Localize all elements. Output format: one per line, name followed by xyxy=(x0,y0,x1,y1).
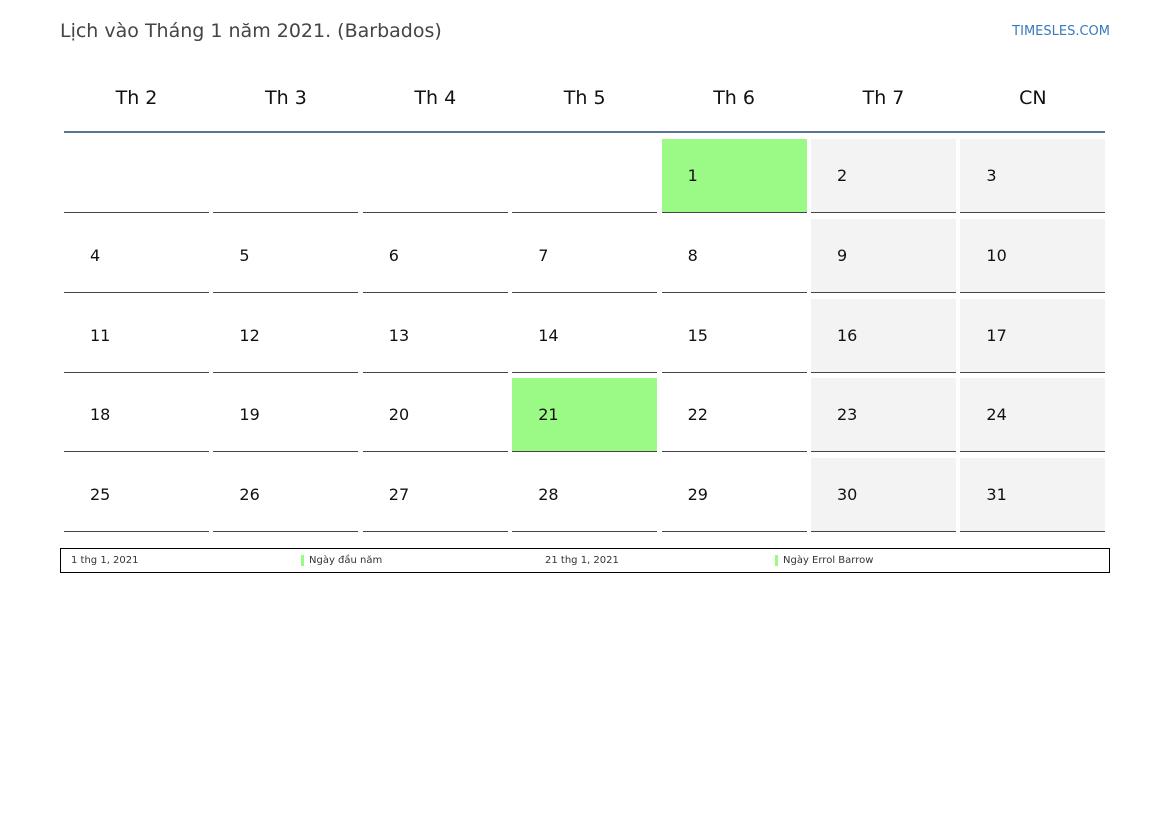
day-cell: 13 xyxy=(362,299,508,373)
day-number: 18 xyxy=(90,405,111,425)
legend: 1 thg 1, 2021 Ngày đầu năm 21 thg 1, 2021 N… xyxy=(60,548,1110,573)
day-cell: 31 xyxy=(960,458,1106,533)
weekday: Th 3 xyxy=(265,87,307,109)
day-cell xyxy=(512,139,658,213)
day-cell: 4 xyxy=(64,219,209,293)
day-cell: 24 xyxy=(960,378,1106,453)
day-cell: 17 xyxy=(960,298,1106,373)
holiday-color xyxy=(775,555,778,566)
day-number: 3 xyxy=(986,166,997,185)
day-cell: 19 xyxy=(213,378,359,453)
day-cell: 23 xyxy=(811,378,956,453)
day-number: 20 xyxy=(388,405,410,425)
day-cell: 27 xyxy=(362,458,508,533)
weekday: Th 2 xyxy=(115,87,158,109)
day-number: 21 xyxy=(538,405,559,425)
day-cell: 22 xyxy=(661,378,807,453)
header-rule xyxy=(64,131,1105,133)
day-number: 5 xyxy=(239,245,250,265)
day-number: 23 xyxy=(837,405,858,425)
day-cell xyxy=(64,139,209,213)
day-cell: 2 xyxy=(811,139,956,213)
day-number: 29 xyxy=(687,485,708,505)
day-number: 6 xyxy=(388,245,399,265)
holiday-color xyxy=(301,555,304,566)
day-cell: 3 xyxy=(960,139,1106,213)
day-number: 16 xyxy=(837,325,858,345)
day-cell: 8 xyxy=(661,219,807,293)
weekday: Th 7 xyxy=(862,87,905,109)
day-cell: 9 xyxy=(811,218,956,293)
day-cell: 5 xyxy=(213,219,359,293)
weekday: Th 5 xyxy=(563,87,606,109)
day-cell: 12 xyxy=(213,299,359,373)
day-cell: 7 xyxy=(512,219,658,293)
day-number: 7 xyxy=(538,245,549,265)
weekday: Th 6 xyxy=(713,87,755,109)
day-number: 25 xyxy=(90,485,111,505)
day-cell: 10 xyxy=(960,218,1106,293)
day-number: 14 xyxy=(538,325,559,345)
day-number: 2 xyxy=(837,166,848,185)
day-number: 19 xyxy=(239,405,260,425)
day-cell: 6 xyxy=(362,219,508,293)
day-number: 13 xyxy=(388,325,410,345)
holiday-name: Ngày đầu năm xyxy=(309,555,383,566)
holiday-name: Ngày Errol Barrow xyxy=(783,555,874,566)
day-number: 12 xyxy=(239,325,260,345)
day-cell xyxy=(213,139,359,213)
day-number: 26 xyxy=(239,485,260,505)
day-cell: 29 xyxy=(661,458,807,533)
day-cell: 1 xyxy=(661,139,807,213)
day-number: 31 xyxy=(986,485,1007,505)
day-cell: 25 xyxy=(64,458,209,533)
day-number: 1 xyxy=(687,166,698,185)
day-cell: 21 xyxy=(512,378,658,453)
day-number: 24 xyxy=(986,405,1007,425)
day-cell: 20 xyxy=(362,378,508,453)
day-cell: 26 xyxy=(213,458,359,533)
day-number: 9 xyxy=(837,245,848,265)
day-number: 22 xyxy=(687,405,708,425)
site-link[interactable]: TIMESLES.COM xyxy=(1012,24,1110,39)
weekday: CN xyxy=(1019,87,1047,109)
day-number: 10 xyxy=(986,245,1007,265)
day-cell: 14 xyxy=(512,299,658,373)
day-number: 8 xyxy=(687,245,698,265)
title: Lịch vào Tháng 1 năm 2021. (Barbados) xyxy=(60,20,442,42)
day-cell: 11 xyxy=(64,299,209,373)
day-cell: 15 xyxy=(661,299,807,373)
day-number: 17 xyxy=(986,325,1007,345)
day-cell: 28 xyxy=(512,458,658,533)
day-number: 27 xyxy=(388,485,410,505)
day-number: 4 xyxy=(90,245,101,265)
day-cell: 16 xyxy=(811,298,956,373)
weekday: Th 4 xyxy=(414,87,457,109)
holiday-date: 21 thg 1, 2021 xyxy=(545,555,619,566)
day-cell: 18 xyxy=(64,378,209,453)
day-number: 28 xyxy=(538,485,559,505)
day-number: 15 xyxy=(687,325,708,345)
day-number: 11 xyxy=(90,325,111,345)
day-cell: 30 xyxy=(811,458,956,533)
day-cell xyxy=(362,139,508,213)
day-number: 30 xyxy=(837,485,858,505)
holiday-date: 1 thg 1, 2021 xyxy=(71,555,139,566)
